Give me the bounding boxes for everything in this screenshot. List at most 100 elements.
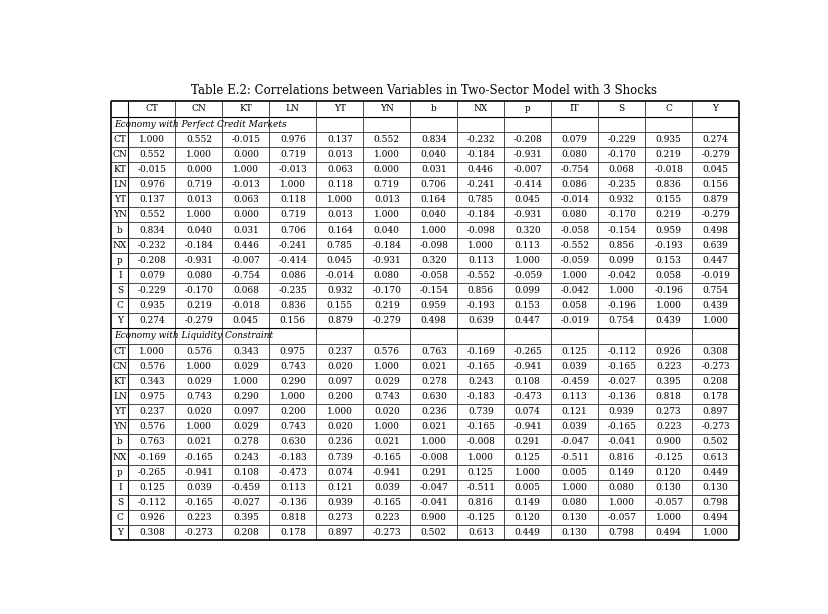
Text: 0.121: 0.121 xyxy=(561,407,587,416)
Text: -0.008: -0.008 xyxy=(466,437,494,446)
Text: -0.125: -0.125 xyxy=(466,513,494,522)
Text: -0.057: -0.057 xyxy=(606,513,635,522)
Text: 0.121: 0.121 xyxy=(326,483,352,492)
Text: 0.274: 0.274 xyxy=(139,316,165,325)
Text: 0.099: 0.099 xyxy=(514,286,540,295)
Text: 0.959: 0.959 xyxy=(421,301,446,310)
Text: 0.243: 0.243 xyxy=(233,453,258,462)
Text: -0.193: -0.193 xyxy=(653,241,682,250)
Text: -0.098: -0.098 xyxy=(419,241,448,250)
Text: 0.290: 0.290 xyxy=(280,377,306,386)
Text: -0.196: -0.196 xyxy=(607,301,635,310)
Text: -0.279: -0.279 xyxy=(372,316,401,325)
Text: 0.086: 0.086 xyxy=(280,271,306,280)
Text: 0.959: 0.959 xyxy=(655,225,681,235)
Text: 0.113: 0.113 xyxy=(561,392,587,401)
Text: -0.196: -0.196 xyxy=(653,286,682,295)
Text: 0.552: 0.552 xyxy=(139,150,165,159)
Text: CT: CT xyxy=(145,104,158,114)
Text: -0.941: -0.941 xyxy=(185,468,213,476)
Text: -0.184: -0.184 xyxy=(466,150,494,159)
Text: -0.184: -0.184 xyxy=(466,211,494,219)
Text: -0.754: -0.754 xyxy=(231,271,260,280)
Text: -0.931: -0.931 xyxy=(372,256,401,265)
Text: -0.232: -0.232 xyxy=(466,134,494,144)
Text: 0.630: 0.630 xyxy=(421,392,446,401)
Text: 0.816: 0.816 xyxy=(467,498,493,507)
Text: 1.000: 1.000 xyxy=(326,407,353,416)
Text: 1.000: 1.000 xyxy=(655,513,681,522)
Text: YN: YN xyxy=(113,211,127,219)
Text: LN: LN xyxy=(286,104,300,114)
Text: I: I xyxy=(118,483,122,492)
Text: 0.932: 0.932 xyxy=(326,286,352,295)
Text: 0.343: 0.343 xyxy=(233,347,258,356)
Text: -0.165: -0.165 xyxy=(465,422,494,431)
Text: 0.040: 0.040 xyxy=(373,225,399,235)
Text: 0.208: 0.208 xyxy=(233,528,258,537)
Text: 1.000: 1.000 xyxy=(702,316,728,325)
Text: 0.079: 0.079 xyxy=(561,134,587,144)
Text: 0.243: 0.243 xyxy=(467,377,493,386)
Text: 0.031: 0.031 xyxy=(233,225,258,235)
Text: 1.000: 1.000 xyxy=(280,180,306,189)
Text: 0.045: 0.045 xyxy=(233,316,258,325)
Text: 0.639: 0.639 xyxy=(702,241,728,250)
Text: -0.235: -0.235 xyxy=(278,286,307,295)
Text: -0.208: -0.208 xyxy=(513,134,542,144)
Text: 0.785: 0.785 xyxy=(326,241,353,250)
Text: 0.058: 0.058 xyxy=(561,301,587,310)
Text: 1.000: 1.000 xyxy=(185,150,212,159)
Text: 0.935: 0.935 xyxy=(655,134,681,144)
Text: -0.042: -0.042 xyxy=(607,271,635,280)
Text: 0.080: 0.080 xyxy=(373,271,399,280)
Text: -0.047: -0.047 xyxy=(560,437,589,446)
Text: LN: LN xyxy=(113,392,127,401)
Text: 0.178: 0.178 xyxy=(280,528,306,537)
Text: 0.395: 0.395 xyxy=(655,377,681,386)
Text: 0.818: 0.818 xyxy=(655,392,681,401)
Text: 0.639: 0.639 xyxy=(467,316,493,325)
Text: p: p xyxy=(117,468,123,476)
Text: 0.120: 0.120 xyxy=(514,513,540,522)
Text: 0.013: 0.013 xyxy=(185,195,211,204)
Text: NX: NX xyxy=(113,241,127,250)
Text: 0.208: 0.208 xyxy=(702,377,728,386)
Text: 0.291: 0.291 xyxy=(514,437,540,446)
Text: 1.000: 1.000 xyxy=(185,211,212,219)
Text: 0.005: 0.005 xyxy=(561,468,587,476)
Text: 0.020: 0.020 xyxy=(326,362,352,371)
Text: Table E.2: Correlations between Variables in Two-Sector Model with 3 Shocks: Table E.2: Correlations between Variable… xyxy=(191,85,657,98)
Text: -0.165: -0.165 xyxy=(606,362,635,371)
Text: 0.439: 0.439 xyxy=(655,316,681,325)
Text: -0.013: -0.013 xyxy=(278,165,307,174)
Text: -0.125: -0.125 xyxy=(653,453,682,462)
Text: 0.120: 0.120 xyxy=(655,468,681,476)
Text: -0.459: -0.459 xyxy=(231,483,260,492)
Text: 0.045: 0.045 xyxy=(514,195,540,204)
Text: 1.000: 1.000 xyxy=(373,422,399,431)
Text: -0.265: -0.265 xyxy=(137,468,166,476)
Text: 0.976: 0.976 xyxy=(280,134,306,144)
Text: -0.229: -0.229 xyxy=(607,134,635,144)
Text: 0.029: 0.029 xyxy=(185,377,211,386)
Text: 0.976: 0.976 xyxy=(139,180,165,189)
Text: CN: CN xyxy=(113,150,128,159)
Text: 0.278: 0.278 xyxy=(233,437,258,446)
Text: 0.219: 0.219 xyxy=(185,301,211,310)
Text: 0.031: 0.031 xyxy=(421,165,446,174)
Text: 0.274: 0.274 xyxy=(702,134,728,144)
Text: C: C xyxy=(116,513,123,522)
Text: 0.308: 0.308 xyxy=(139,528,165,537)
Text: 0.000: 0.000 xyxy=(373,165,399,174)
Text: -0.459: -0.459 xyxy=(560,377,589,386)
Text: 0.039: 0.039 xyxy=(185,483,211,492)
Text: -0.235: -0.235 xyxy=(607,180,635,189)
Text: 0.021: 0.021 xyxy=(421,422,446,431)
Text: 0.178: 0.178 xyxy=(702,392,728,401)
Text: 0.040: 0.040 xyxy=(421,211,446,219)
Text: 0.063: 0.063 xyxy=(233,195,258,204)
Text: -0.193: -0.193 xyxy=(466,301,494,310)
Text: Economy with Perfect Credit Markets: Economy with Perfect Credit Markets xyxy=(113,120,286,128)
Text: -0.273: -0.273 xyxy=(700,362,729,371)
